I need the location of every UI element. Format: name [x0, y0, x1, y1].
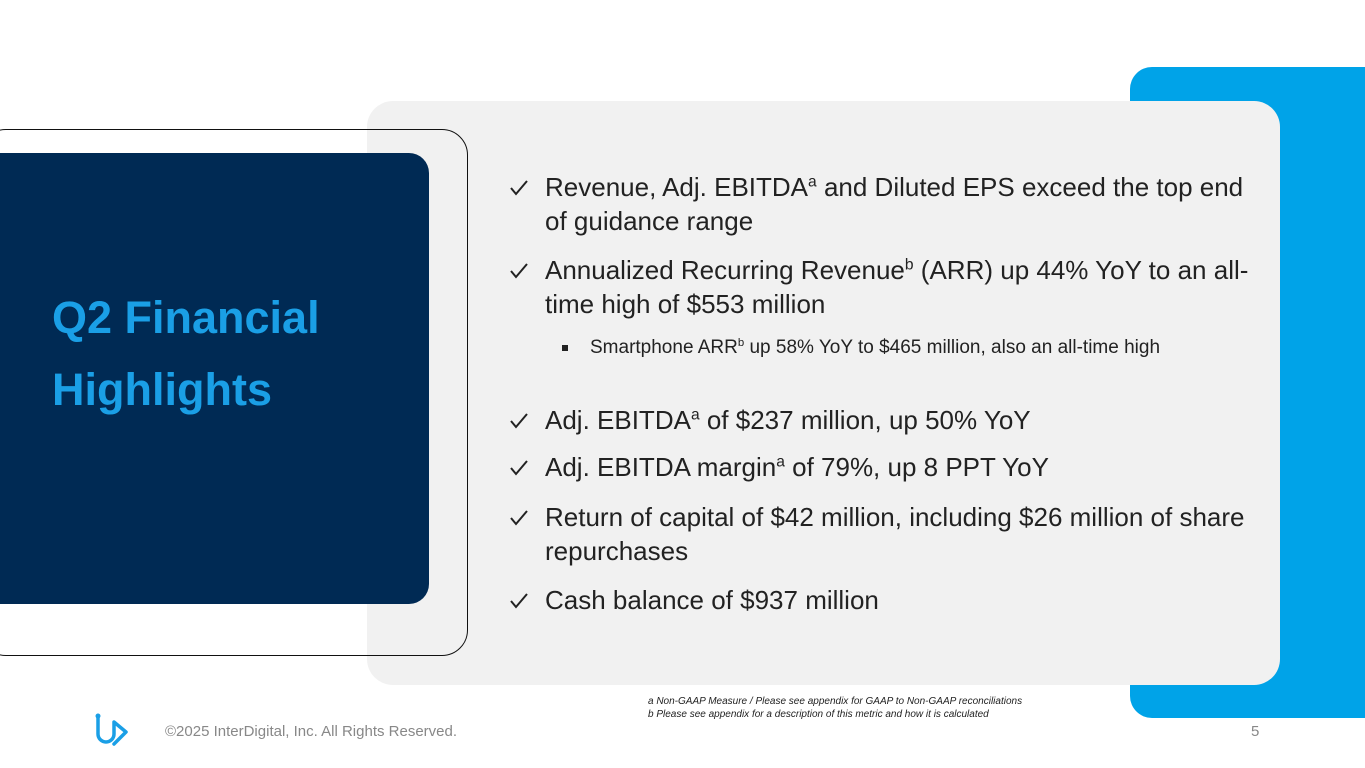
check-mark — [510, 413, 528, 429]
bullet-text: (ARR) up 44% YoY to an all-time high of … — [545, 255, 1249, 319]
content-panel — [367, 101, 1280, 685]
bullet-text: and Diluted EPS exceed the top end of gu… — [545, 172, 1244, 236]
superscript: a — [808, 173, 817, 191]
bullet: Revenue, Adj. EBITDAa and Diluted EPS ex… — [510, 170, 1255, 238]
title-line: Q2 Financial — [52, 292, 320, 343]
slide-title: Q2 Financial Highlights — [52, 282, 320, 426]
bullet-square — [562, 345, 568, 351]
check-icon — [510, 460, 528, 476]
bullet: Smartphone ARRb up 58% YoY to $465 milli… — [562, 336, 1230, 360]
check-icon — [510, 593, 528, 609]
footnote: b Please see appendix for a description … — [648, 709, 989, 720]
title-panel — [0, 153, 429, 604]
check-icon — [510, 413, 528, 429]
check-mark — [510, 510, 528, 526]
check-mark — [510, 593, 528, 609]
bullet-text: Return of capital of $42 million, includ… — [545, 502, 1245, 566]
check-mark — [510, 180, 528, 196]
superscript: a — [690, 406, 700, 424]
logo — [95, 713, 128, 746]
check-icon — [510, 263, 528, 279]
check-mark — [510, 460, 528, 476]
bullet-text: of 79%, up 8 PPT YoY — [784, 452, 1049, 482]
bullet-text: Adj. EBITDA — [545, 405, 691, 435]
bullet-text: Annualized Recurring Revenue — [545, 255, 905, 285]
bullet: Adj. EBITDAa of $237 million, up 50% YoY — [510, 403, 1255, 437]
bullet-text: Adj. EBITDA margin — [545, 452, 777, 482]
superscript: a — [776, 453, 785, 471]
bullet-text: up 58% YoY to $465 million, also an all-… — [744, 337, 1161, 358]
bullet: Adj. EBITDA margina of 79%, up 8 PPT YoY — [510, 450, 1255, 484]
check-mark — [510, 263, 528, 279]
check-icon — [510, 510, 528, 526]
check-icon — [510, 180, 528, 196]
footnote: a Non-GAAP Measure / Please see appendix… — [648, 696, 1023, 707]
page-number: 5 — [1251, 723, 1260, 740]
superscript: b — [904, 256, 914, 274]
bullet-text: Cash balance of $937 million — [545, 585, 879, 615]
bullet: Annualized Recurring Revenueb (ARR) up 4… — [510, 253, 1255, 321]
bullet: Return of capital of $42 million, includ… — [510, 500, 1255, 568]
title-line: Highlights — [52, 364, 272, 415]
bullet: Cash balance of $937 million — [510, 583, 1255, 617]
bullet-text: Smartphone ARR — [590, 337, 738, 358]
bullet-text: Revenue, Adj. EBITDA — [545, 172, 809, 202]
superscript: b — [737, 337, 745, 350]
outline-frame — [0, 129, 468, 656]
bullet-text: of $237 million, up 50% YoY — [699, 405, 1031, 435]
copyright: ©2025 InterDigital, Inc. All Rights Rese… — [165, 723, 458, 740]
